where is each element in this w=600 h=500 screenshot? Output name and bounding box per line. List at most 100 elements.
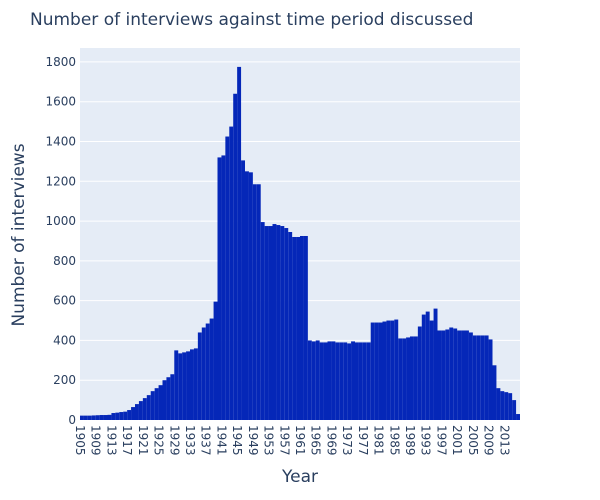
x-tick-label: 1905 <box>73 425 87 456</box>
bar <box>449 327 454 420</box>
bar <box>465 330 469 420</box>
x-tick-label: 1989 <box>403 425 417 456</box>
bar <box>429 320 434 420</box>
y-tick-label: 1400 <box>45 134 76 148</box>
x-tick-label: 1929 <box>167 425 181 456</box>
bar <box>201 327 206 420</box>
bar <box>225 136 230 421</box>
bar <box>292 236 297 420</box>
bar <box>402 338 407 420</box>
bar <box>135 404 139 420</box>
x-tick-label: 1957 <box>277 425 291 456</box>
bar <box>264 226 269 420</box>
x-tick-label: 1913 <box>104 425 118 456</box>
x-tick-label: 1993 <box>419 425 433 456</box>
bar <box>280 226 285 420</box>
bar <box>300 235 304 420</box>
bar <box>307 340 312 420</box>
bar <box>453 328 458 420</box>
bar <box>425 311 430 420</box>
bar <box>468 332 473 420</box>
bar <box>107 414 112 420</box>
bar <box>260 222 265 420</box>
x-tick-label: 2001 <box>450 425 464 456</box>
bar <box>461 330 465 420</box>
x-tick-label: 1961 <box>293 425 307 456</box>
bar <box>91 415 96 420</box>
bar <box>484 335 489 420</box>
bar <box>500 391 505 420</box>
y-axis-title: Number of interviews <box>9 143 29 326</box>
bar <box>335 342 340 420</box>
bar <box>197 332 202 420</box>
bar <box>193 348 198 420</box>
y-tick-label: 1200 <box>45 174 76 188</box>
bar <box>190 349 194 420</box>
bar <box>272 224 277 420</box>
bar <box>398 338 403 420</box>
bar <box>496 388 501 420</box>
bar <box>476 335 481 420</box>
bar <box>123 411 128 420</box>
bar <box>146 395 151 420</box>
x-tick-label: 1953 <box>262 425 276 456</box>
bar <box>103 415 108 420</box>
bar <box>213 301 218 420</box>
bar <box>378 322 383 420</box>
bar <box>233 93 238 420</box>
bar <box>178 353 183 420</box>
y-tick-label: 400 <box>53 333 76 347</box>
bar <box>95 415 100 420</box>
bar <box>162 380 167 420</box>
y-tick-label: 200 <box>53 373 76 387</box>
x-tick-label: 1937 <box>199 425 213 456</box>
bar <box>394 319 399 420</box>
bar <box>366 342 371 420</box>
bar <box>362 342 367 420</box>
bar <box>170 374 175 420</box>
x-tick-label: 1949 <box>246 425 260 456</box>
bar <box>237 66 242 420</box>
bar <box>158 385 163 420</box>
bar <box>492 365 497 420</box>
bar <box>390 320 395 420</box>
bar <box>516 414 520 420</box>
x-tick-label: 1933 <box>183 425 197 456</box>
bar <box>205 323 210 420</box>
x-tick-label: 1969 <box>324 425 338 456</box>
x-tick-label: 2013 <box>497 425 511 456</box>
bar <box>284 228 289 420</box>
y-tick-label: 1600 <box>45 95 76 109</box>
bar <box>209 318 214 420</box>
bar <box>327 341 332 420</box>
bar <box>370 322 375 420</box>
bar <box>182 352 187 420</box>
bar <box>127 410 132 420</box>
x-tick-label: 1945 <box>230 425 244 456</box>
bar <box>343 342 348 420</box>
bar <box>504 392 509 420</box>
bar <box>374 322 379 420</box>
bar <box>480 335 485 420</box>
bar <box>248 172 253 420</box>
bar <box>512 400 517 420</box>
chart-title: Number of interviews against time period… <box>30 10 473 30</box>
bar <box>245 171 249 420</box>
bar <box>99 415 104 420</box>
bar <box>288 232 293 420</box>
bar <box>355 342 359 420</box>
bar <box>131 407 135 420</box>
bar <box>311 341 316 420</box>
bar <box>331 341 336 420</box>
x-tick-label: 1909 <box>89 425 103 456</box>
bar <box>83 415 88 420</box>
bar <box>351 341 355 420</box>
bar <box>111 413 116 420</box>
bar <box>323 342 328 420</box>
x-tick-label: 1921 <box>136 425 150 456</box>
x-tick-label: 1981 <box>372 425 386 456</box>
y-tick-label: 800 <box>53 254 76 268</box>
bar <box>508 393 513 420</box>
bar <box>174 350 179 420</box>
